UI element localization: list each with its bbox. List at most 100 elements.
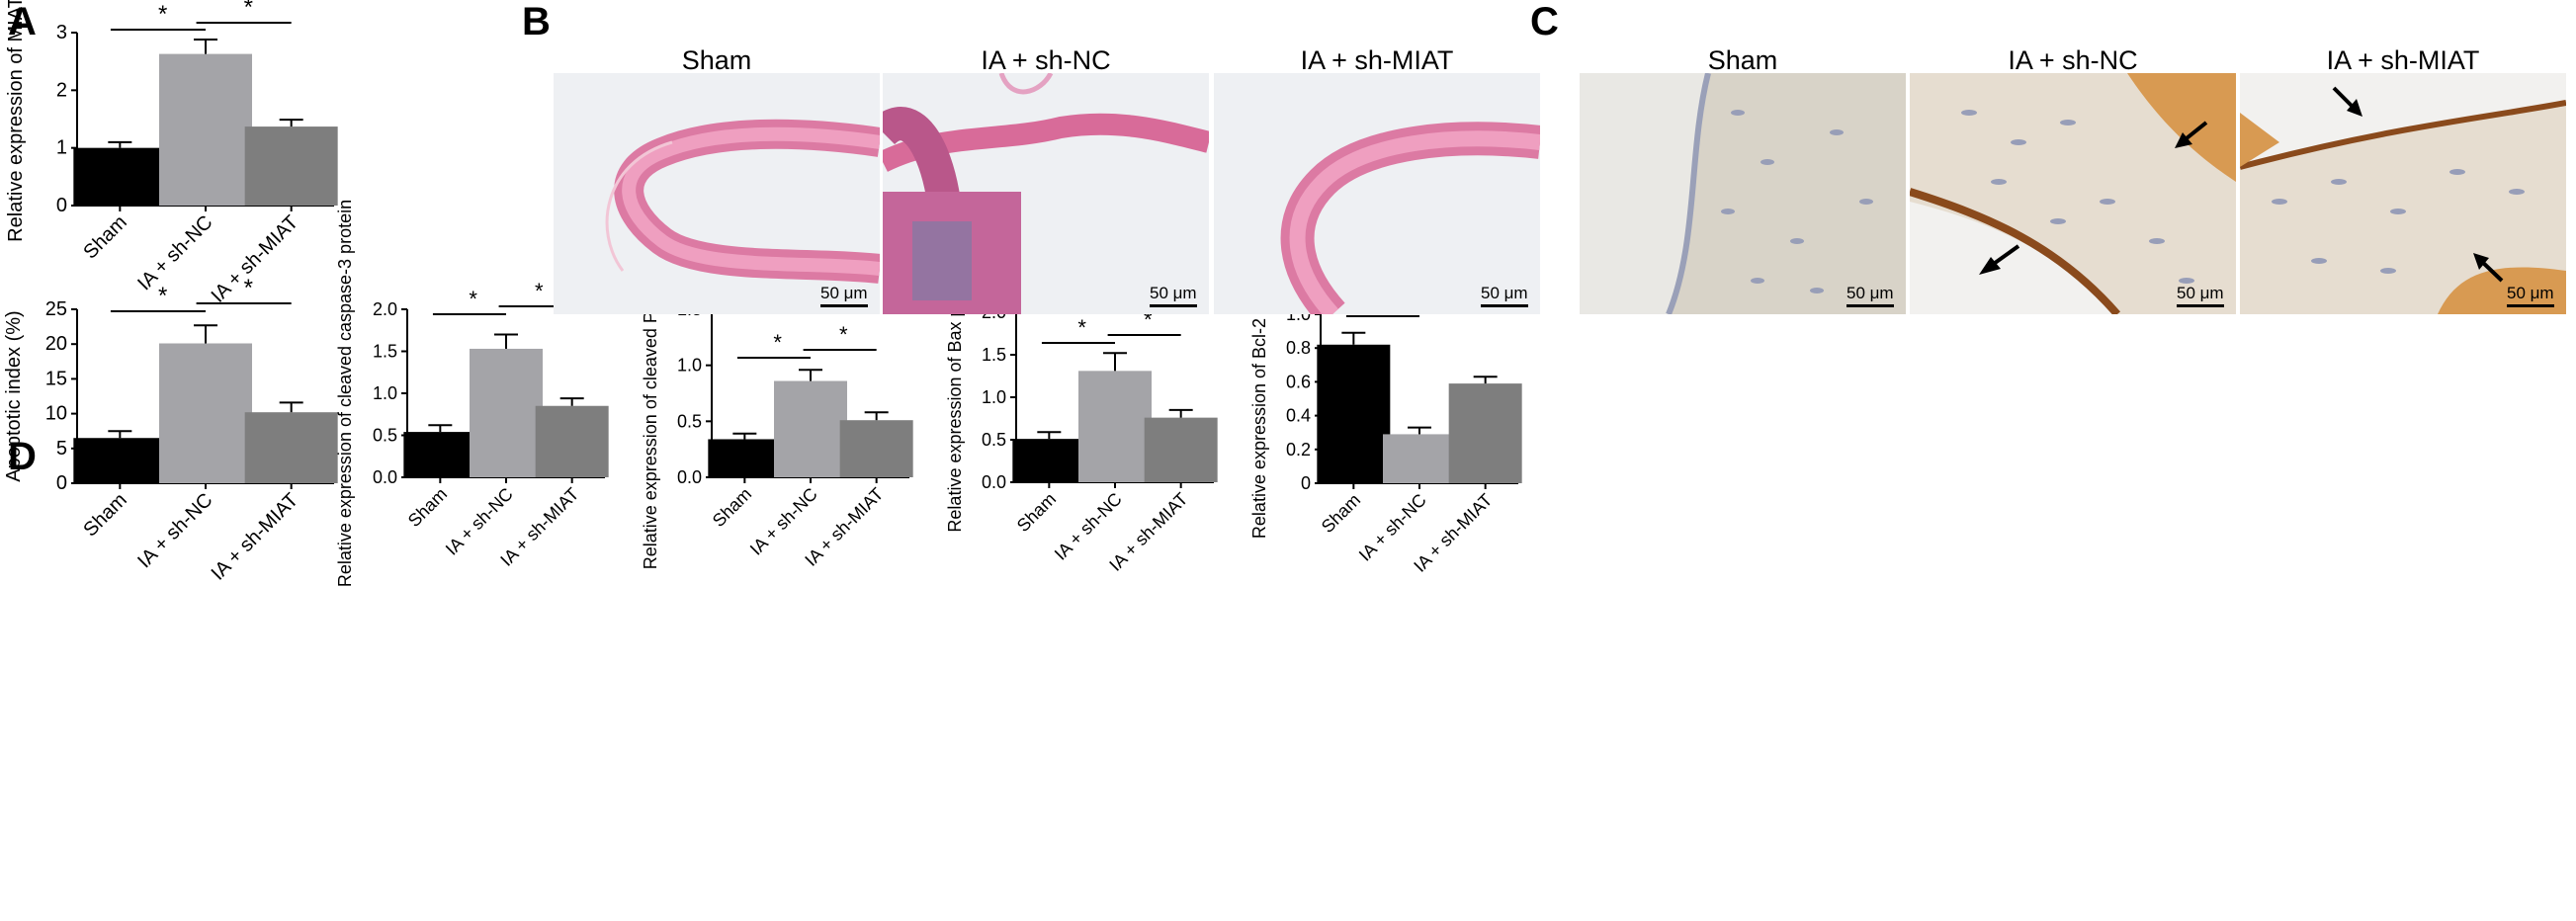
ihc-scalebar-sham: 50 μm	[1846, 284, 1894, 307]
he-image-ia-sh-miat	[1214, 73, 1540, 314]
bar-sham	[73, 147, 167, 206]
significance-star: *	[1144, 307, 1153, 332]
y-tick-label: 0.2	[1286, 440, 1311, 460]
ihc-image-ia-sh-nc	[1910, 73, 2236, 314]
y-tick-label: 20	[45, 333, 67, 355]
significance-star: *	[469, 287, 477, 311]
y-tick-label: 25	[45, 298, 67, 320]
y-tick-label: 0.8	[1286, 338, 1311, 358]
y-axis-label: Relative expression of Bax protein	[945, 262, 965, 532]
panel-label-b: B	[522, 0, 551, 43]
x-tick-label: Sham	[709, 484, 755, 531]
x-tick-label: IA + sh-NC	[133, 211, 216, 294]
significance-star: *	[1077, 315, 1086, 340]
y-tick-label: 5	[56, 438, 67, 460]
y-tick-label: 1.5	[373, 342, 397, 362]
x-tick-label: IA + sh-MIAT	[208, 211, 303, 307]
significance-star: *	[158, 1, 167, 28]
y-axis-label: Relative expression of cleaved caspase-3…	[335, 200, 355, 587]
ihc-scalebar-ia-sh-miat: 50 μm	[2507, 284, 2554, 307]
y-tick-label: 0	[1301, 473, 1311, 493]
y-tick-label: 10	[45, 403, 67, 425]
bar-ia-sh-nc	[159, 53, 252, 207]
panel-label-d: D	[8, 435, 37, 478]
bar-ia-sh-miat	[535, 405, 609, 477]
he-scalebar-sham: 50 μm	[820, 284, 868, 307]
significance-star: *	[535, 279, 544, 303]
ihc-image-ia-sh-miat	[2240, 73, 2566, 314]
x-tick-label: Sham	[79, 211, 131, 264]
bar-sham	[1317, 344, 1391, 483]
bar-ia-sh-miat	[244, 412, 338, 483]
bar-ia-sh-miat	[839, 420, 913, 477]
he-title-sham: Sham	[681, 45, 752, 75]
bar-ia-sh-nc	[159, 343, 252, 483]
y-axis-label: Apoptotic index (%)	[3, 310, 25, 481]
bar-sham	[1012, 439, 1086, 482]
x-tick-label: IA + sh-MIAT	[208, 489, 303, 585]
bar-sham	[708, 439, 782, 477]
y-tick-label: 2.0	[373, 299, 397, 319]
y-tick-label: 0	[56, 195, 67, 216]
y-tick-label: 3	[56, 22, 67, 43]
significance-star: *	[244, 275, 253, 301]
ihc-title-ia-sh-miat: IA + sh-MIAT	[2326, 45, 2480, 75]
y-tick-label: 0.0	[982, 472, 1006, 492]
y-tick-label: 1	[56, 137, 67, 159]
y-tick-label: 0.5	[677, 411, 702, 431]
x-tick-label: IA + sh-NC	[133, 489, 216, 572]
x-tick-label: Sham	[404, 484, 451, 531]
y-tick-label: 0.5	[373, 426, 397, 446]
significance-star: *	[158, 283, 167, 309]
ihc-title-ia-sh-nc: IA + sh-NC	[2008, 45, 2138, 75]
significance-star: *	[773, 330, 782, 355]
bar-ia-sh-nc	[470, 348, 543, 477]
he-scalebar-ia-sh-miat: 50 μm	[1481, 284, 1528, 307]
bar-sham	[403, 432, 477, 477]
y-tick-label: 0.0	[373, 467, 397, 487]
ihc-scale-label-ia-sh-miat: 50 μm	[2507, 284, 2554, 302]
y-tick-label: 1.0	[373, 383, 397, 403]
ihc-scale-label-ia-sh-nc: 50 μm	[2177, 284, 2224, 302]
bar-ia-sh-nc	[1078, 371, 1152, 482]
y-axis-label: Relative expression of MIAT	[5, 0, 27, 242]
he-image-sham	[554, 73, 880, 314]
bar-ia-sh-miat	[1448, 383, 1522, 483]
he-scale-label-ia-sh-nc: 50 μm	[1150, 284, 1197, 302]
he-scale-label-ia-sh-miat: 50 μm	[1481, 284, 1528, 302]
ihc-scale-label-sham: 50 μm	[1846, 284, 1894, 302]
panel-label-a: A	[8, 0, 37, 43]
significance-star: *	[244, 0, 253, 21]
ihc-title-sham: Sham	[1707, 45, 1778, 75]
he-title-ia-sh-nc: IA + sh-NC	[981, 45, 1111, 75]
x-tick-label: Sham	[1013, 489, 1060, 536]
panel-label-c: C	[1530, 0, 1559, 43]
y-tick-label: 0.5	[982, 430, 1006, 450]
x-tick-label: Sham	[1318, 490, 1364, 537]
ihc-image-sham	[1580, 73, 1906, 314]
he-scale-label-sham: 50 μm	[820, 284, 868, 302]
he-image-ia-sh-nc	[883, 73, 1209, 314]
y-tick-label: 1.0	[677, 356, 702, 376]
bar-ia-sh-nc	[774, 380, 847, 477]
bar-ia-sh-miat	[244, 126, 338, 206]
y-tick-label: 15	[45, 368, 67, 389]
bar-sham	[73, 438, 167, 483]
significance-star: *	[839, 322, 848, 347]
y-tick-label: 2	[56, 79, 67, 101]
y-tick-label: 0.6	[1286, 372, 1311, 391]
ihc-scalebar-ia-sh-nc: 50 μm	[2177, 284, 2224, 307]
bar-ia-sh-miat	[1144, 417, 1218, 482]
x-tick-label: Sham	[79, 489, 131, 542]
y-tick-label: 0.0	[677, 467, 702, 487]
he-title-ia-sh-miat: IA + sh-MIAT	[1300, 45, 1454, 75]
bar-ia-sh-nc	[1383, 434, 1456, 483]
y-tick-label: 1.0	[982, 387, 1006, 407]
y-tick-label: 0.4	[1286, 406, 1311, 426]
y-axis-label: Relative expression of Bcl-2 protein	[1249, 259, 1269, 539]
he-scalebar-ia-sh-nc: 50 μm	[1150, 284, 1197, 307]
y-tick-label: 0	[56, 472, 67, 494]
y-tick-label: 1.5	[982, 345, 1006, 365]
